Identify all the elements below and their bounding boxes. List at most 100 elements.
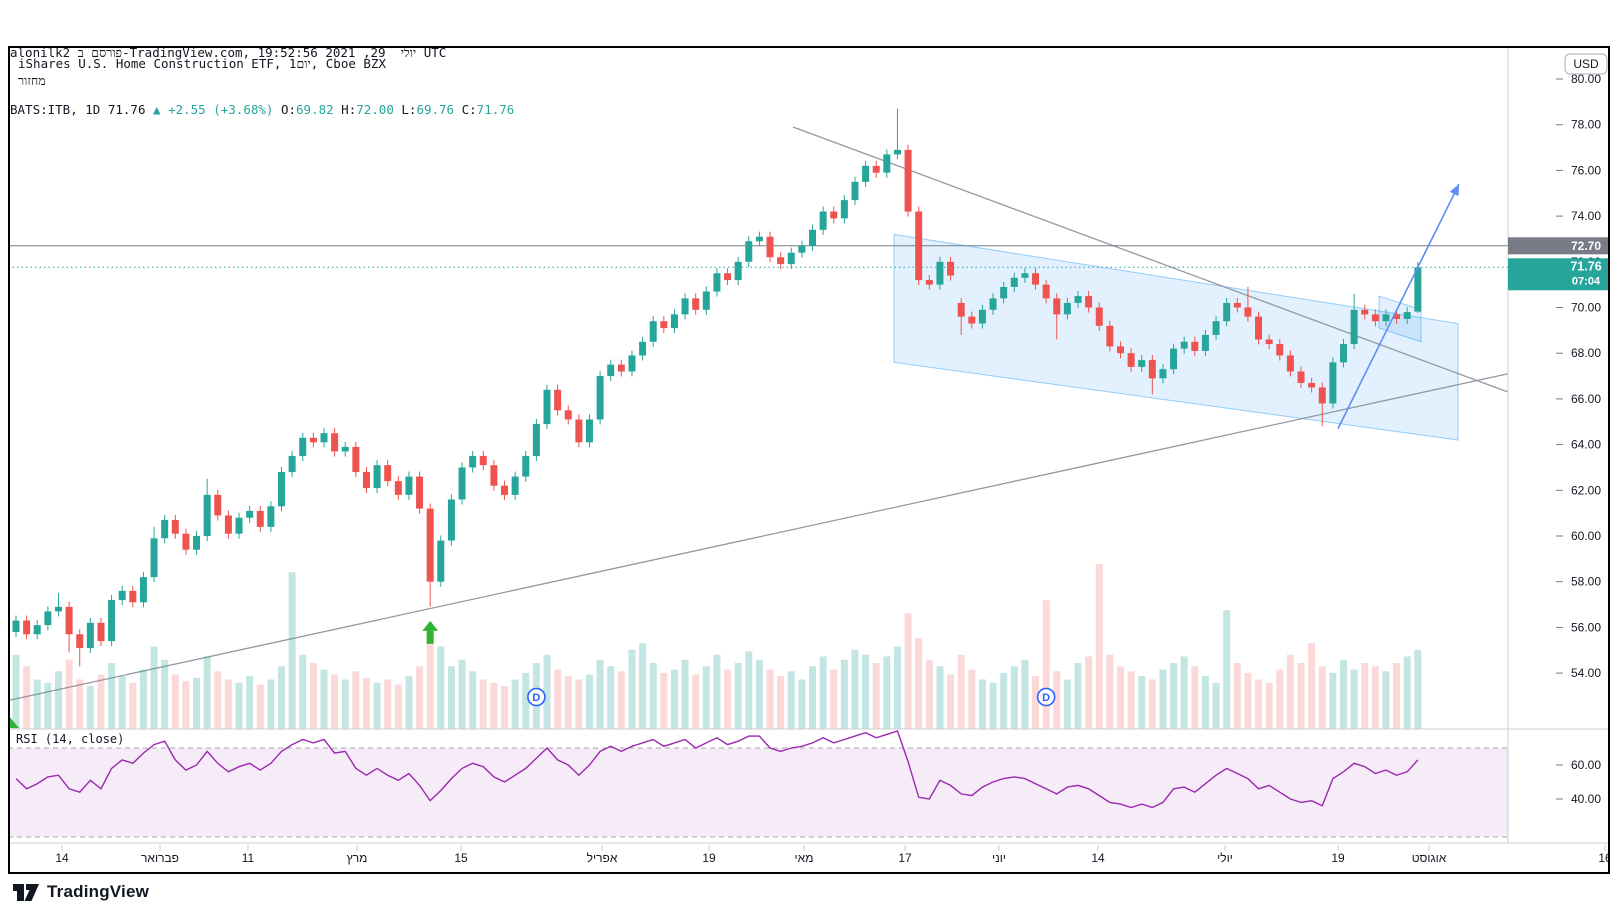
candle-body	[713, 273, 721, 292]
volume-bar	[862, 654, 870, 729]
dividend-marker[interactable]: D	[1036, 687, 1056, 707]
volume-bar	[54, 671, 62, 729]
candle-body	[1340, 344, 1347, 363]
volume-bar	[394, 684, 402, 729]
volume-bar	[596, 659, 604, 729]
parallel-channel-drawings[interactable]	[893, 233, 1459, 441]
volume-bar	[575, 679, 583, 729]
candle-body	[394, 481, 402, 495]
trendline[interactable]	[792, 126, 1509, 393]
volume-bar	[1340, 659, 1347, 729]
volume-bar	[830, 669, 838, 729]
time-tick-label: יוני	[992, 851, 1006, 865]
candle-body	[469, 456, 477, 468]
edge-marker-triangle	[8, 715, 19, 728]
candle-body	[1244, 307, 1252, 317]
close-label: C:	[454, 102, 477, 117]
volume-bar	[1032, 676, 1040, 729]
candle-body	[543, 389, 551, 425]
candle-body	[925, 280, 933, 285]
volume-bar	[1095, 564, 1103, 729]
volume-bar	[777, 676, 785, 729]
volume-bar	[469, 671, 477, 729]
candle-body	[278, 472, 285, 507]
dividend-marker[interactable]: D	[527, 687, 546, 707]
volume-bar	[660, 672, 668, 729]
volume-bar	[1170, 663, 1178, 729]
candle-body	[809, 229, 816, 246]
volume-bar	[1308, 643, 1316, 729]
candlestick-series	[12, 108, 1422, 667]
volume-bar	[617, 671, 625, 729]
volume-bar	[798, 679, 806, 729]
price-axis[interactable]: 80.0078.0076.0074.0072.0070.0068.0066.00…	[1556, 72, 1601, 806]
candle-body	[426, 508, 434, 582]
time-axis[interactable]: 14 פברואר 11 מרץ 15 אפריל 19 מאי 17 יוני 14 יולי 19 א…	[55, 845, 1610, 865]
volume-bar	[607, 666, 615, 729]
volume-bar	[1116, 666, 1124, 729]
volume-bar	[416, 666, 424, 729]
volume-bar	[458, 659, 466, 729]
volume-bar	[299, 654, 307, 729]
volume-bar	[23, 666, 31, 729]
volume-bar	[437, 646, 445, 729]
candle-body	[1180, 341, 1188, 349]
price-tick-label: 74.00	[1571, 209, 1601, 223]
volume-bar	[320, 669, 328, 729]
time-tick-label: 19	[1331, 851, 1345, 865]
candle-body	[139, 577, 147, 603]
candle-body	[777, 257, 785, 265]
tradingview-logo[interactable]: TradingView	[12, 880, 149, 904]
projection-arrowhead	[1449, 184, 1459, 197]
price-tick-label: 80.00	[1571, 72, 1601, 86]
candle-body	[1148, 360, 1156, 379]
candle-body	[320, 433, 328, 443]
open-value: 69.82	[296, 102, 334, 117]
volume-bar	[883, 656, 891, 729]
candle-body	[1074, 296, 1082, 303]
candle-body	[872, 165, 880, 173]
currency-toggle-button[interactable]: USD	[1564, 53, 1608, 75]
close-value: 71.76	[476, 102, 515, 117]
volume-bar	[384, 679, 392, 729]
candle-body	[511, 476, 519, 495]
volume-bar	[904, 613, 912, 729]
candle-body	[437, 540, 445, 582]
tradingview-logo-text: TradingView	[47, 882, 150, 901]
candle-body	[44, 611, 52, 626]
volume-bar	[766, 669, 774, 729]
rsi-pane[interactable]	[8, 730, 1508, 838]
volume-bar	[1138, 676, 1146, 729]
candle-body	[745, 241, 753, 262]
svg-text:D: D	[532, 692, 540, 704]
candle-body	[86, 622, 94, 648]
volume-bar	[352, 671, 360, 729]
candle-body	[1382, 314, 1390, 322]
trendline-drawings[interactable]	[8, 126, 1509, 702]
price-tick-label: 76.00	[1571, 163, 1601, 177]
buy-arrow-marker[interactable]	[422, 620, 439, 644]
candle-body	[331, 433, 339, 452]
volume-bar	[851, 649, 859, 729]
rsi-tick-label: 60.00	[1571, 758, 1601, 772]
volume-bars	[12, 564, 1422, 729]
volume-bar	[1127, 671, 1135, 729]
chart-canvas[interactable]: D D 80.00 78.00 76.00 74.00 72.00 70.00 68.00 66.…	[8, 46, 1610, 874]
candle-body	[617, 364, 625, 372]
trendline[interactable]	[8, 373, 1509, 702]
candle-body	[532, 424, 540, 457]
candle-body	[1297, 371, 1305, 383]
svg-text:71.76: 71.76	[1570, 259, 1601, 273]
channel-shape[interactable]	[893, 233, 1459, 441]
time-tick-label: אפריל	[587, 851, 618, 865]
volume-bar	[925, 659, 933, 729]
volume-bar	[585, 674, 593, 729]
candle-body	[203, 494, 211, 536]
candle-body	[1350, 309, 1358, 345]
candle-body	[1233, 302, 1241, 308]
svg-text:72.70: 72.70	[1571, 239, 1601, 253]
volume-bar	[118, 676, 126, 729]
projection-arrow-line[interactable]	[1337, 183, 1460, 429]
volume-bar	[1021, 659, 1029, 729]
